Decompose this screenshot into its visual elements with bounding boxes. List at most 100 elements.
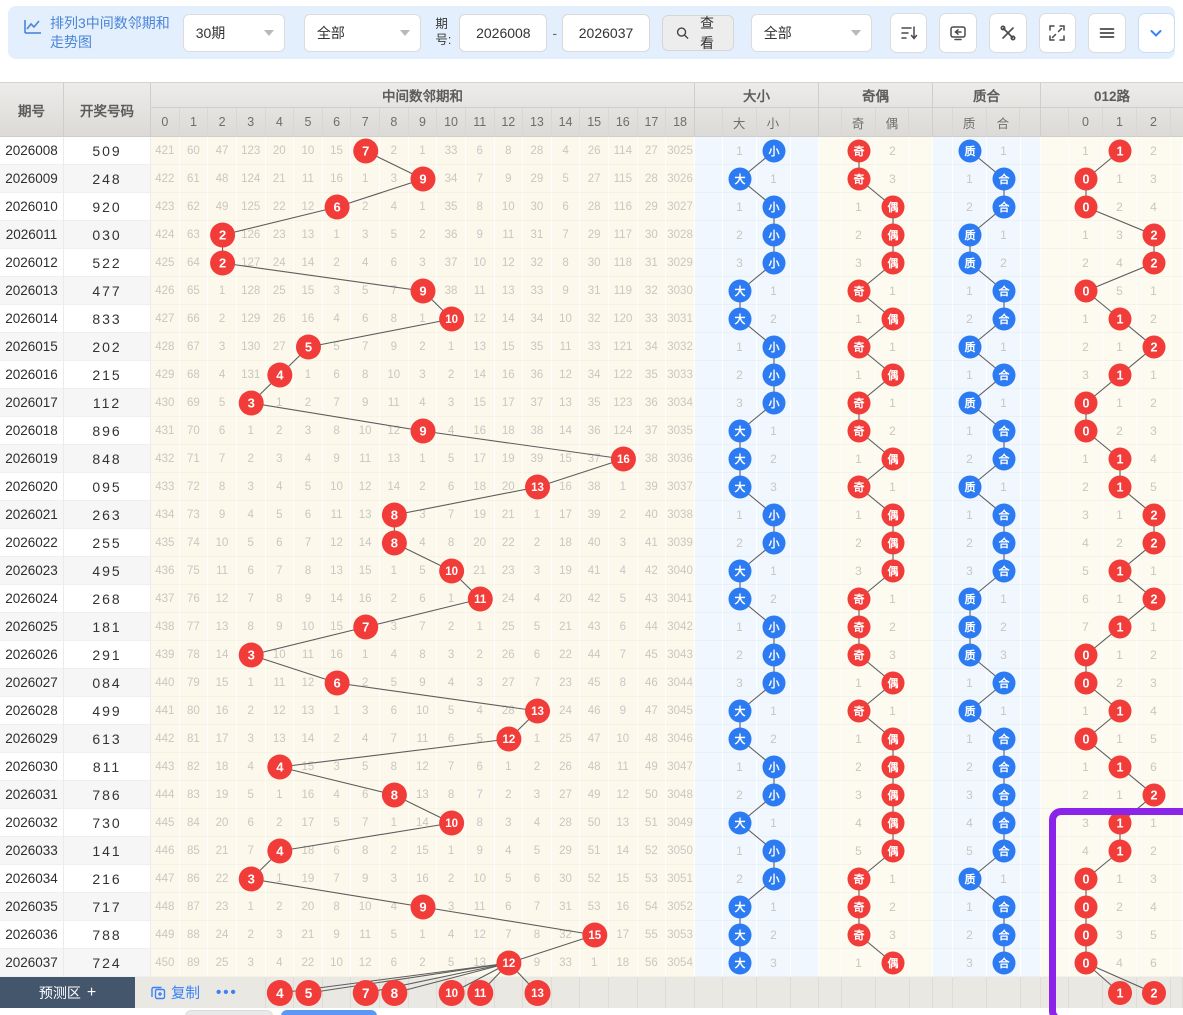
period-to-input[interactable] <box>562 13 651 52</box>
miss-cell: 1 <box>757 893 791 921</box>
miss-cell: 8 <box>609 669 638 697</box>
miss-cell: 3 <box>842 249 876 277</box>
miss-cell: 23 <box>551 669 581 697</box>
miss-cell: 438 <box>151 613 180 641</box>
miss-cell: 1 <box>1103 501 1137 529</box>
partial-button[interactable] <box>185 1010 273 1015</box>
miss-cell: 6 <box>494 893 524 921</box>
miss-cell: 29 <box>551 837 581 865</box>
miss-cell: 52 <box>637 837 667 865</box>
miss-cell: 3 <box>294 417 323 445</box>
miss-cell: 1 <box>265 389 295 417</box>
number-cell: 216 <box>64 865 151 893</box>
miss-cell: 1 <box>380 557 409 585</box>
prediction-cell <box>1021 977 1041 1008</box>
more-button[interactable]: ••• <box>216 984 238 1001</box>
miss-cell <box>791 137 819 165</box>
miss-cell: 50 <box>580 809 609 837</box>
prediction-area-button[interactable]: 预测区 + <box>0 977 135 1008</box>
miss-cell <box>910 389 933 417</box>
miss-cell: 3033 <box>666 361 695 389</box>
miss-cell <box>695 949 723 977</box>
miss-cell <box>1041 501 1069 529</box>
number-cell: 499 <box>64 697 151 725</box>
miss-cell <box>819 193 842 221</box>
copy-button-label: 复制 <box>171 986 200 1002</box>
miss-cell <box>1171 473 1183 501</box>
view-button[interactable]: 查看 <box>662 14 734 51</box>
miss-cell: 49 <box>208 193 237 221</box>
miss-cell: 1 <box>723 333 757 361</box>
partial-button[interactable] <box>281 1010 377 1015</box>
miss-cell: 3 <box>437 893 466 921</box>
menu-button[interactable] <box>1088 12 1126 53</box>
miss-cell: 3026 <box>666 165 695 193</box>
header-sum-col: 2 <box>208 108 237 136</box>
miss-cell: 48 <box>580 753 609 781</box>
miss-cell <box>1171 529 1183 557</box>
miss-cell <box>819 389 842 417</box>
miss-cell: 7 <box>408 613 438 641</box>
miss-cell <box>465 585 495 613</box>
miss-cell: 119 <box>609 277 638 305</box>
copy-icon <box>151 986 166 1000</box>
miss-cell <box>408 893 438 921</box>
miss-cell: 3 <box>1137 165 1171 193</box>
tools-button[interactable] <box>989 12 1027 53</box>
fullscreen-button[interactable] <box>1038 12 1077 53</box>
miss-cell: 3029 <box>666 249 695 277</box>
miss-cell: 7 <box>265 557 295 585</box>
miss-cell: 122 <box>609 361 638 389</box>
periods-select[interactable]: 30期 <box>182 13 286 52</box>
miss-cell: 13 <box>265 725 295 753</box>
miss-cell: 35 <box>437 193 466 221</box>
miss-cell: 3 <box>876 641 910 669</box>
table-row: 2026016 215 429 68 4 131 1 6 8 10 3 2 14 16 36 12 34 122 3… <box>0 361 1183 389</box>
prediction-cell <box>380 977 409 1008</box>
header-sum-col: 0 <box>151 108 180 136</box>
miss-cell: 27 <box>265 333 295 361</box>
miss-cell <box>910 753 933 781</box>
miss-cell: 3 <box>465 669 495 697</box>
miss-cell <box>1021 501 1041 529</box>
collapse-button[interactable] <box>1137 12 1176 53</box>
miss-cell: 14 <box>208 641 237 669</box>
miss-cell: 421 <box>151 137 180 165</box>
miss-cell: 1 <box>1103 781 1137 809</box>
miss-cell <box>910 417 933 445</box>
filter-select-2[interactable]: 全部 <box>750 13 872 52</box>
miss-cell: 61 <box>179 165 209 193</box>
miss-cell <box>757 501 791 529</box>
miss-cell: 18 <box>609 949 638 977</box>
miss-cell <box>1021 725 1041 753</box>
sort-button[interactable] <box>889 12 928 53</box>
miss-cell: 19 <box>465 501 495 529</box>
number-cell: 202 <box>64 333 151 361</box>
miss-cell: 1 <box>408 305 438 333</box>
miss-cell: 2 <box>265 893 295 921</box>
miss-cell: 33 <box>580 333 609 361</box>
table-body: 2026008 509 421 60 47 123 20 10 15 2 1 33 6 8 28 4 26 114… <box>0 137 1183 1008</box>
miss-cell <box>1069 921 1103 949</box>
miss-cell <box>876 557 910 585</box>
table-row: 2026022 255 435 74 10 5 6 7 12 14 4 8 20 22 2 18 40 3 41 30… <box>0 529 1183 557</box>
miss-cell: 12 <box>265 697 295 725</box>
filter-select[interactable]: 全部 <box>303 13 422 52</box>
miss-cell <box>933 949 953 977</box>
miss-cell: 1 <box>876 277 910 305</box>
miss-cell: 9 <box>523 949 552 977</box>
prediction-strip: 复制 ••• <box>135 977 1183 1008</box>
miss-cell: 76 <box>179 585 209 613</box>
miss-cell: 1 <box>842 445 876 473</box>
period-from-input[interactable] <box>459 13 548 52</box>
miss-cell: 3042 <box>666 613 695 641</box>
header-he: 合 <box>987 108 1021 136</box>
miss-cell: 13 <box>609 809 638 837</box>
miss-cell <box>695 193 723 221</box>
export-button[interactable] <box>939 12 977 53</box>
miss-cell: 27 <box>551 781 581 809</box>
miss-cell: 7 <box>351 809 380 837</box>
miss-cell: 6 <box>1137 949 1171 977</box>
copy-button[interactable]: 复制 <box>151 982 200 1003</box>
